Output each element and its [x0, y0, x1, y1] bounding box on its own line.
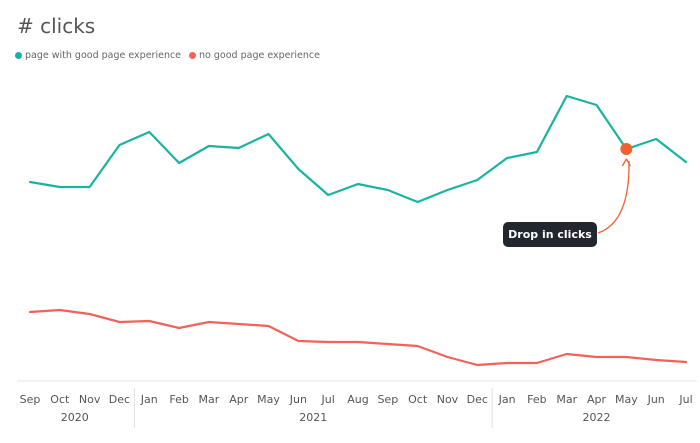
- annotation-marker: [620, 143, 633, 155]
- year-label: 2022: [583, 411, 611, 424]
- x-tick-label: Apr: [587, 393, 607, 406]
- x-tick-label: Mar: [556, 393, 577, 406]
- legend-label-no-good: no good page experience: [199, 50, 320, 61]
- legend-item-no-good[interactable]: no good page experience: [189, 50, 320, 61]
- legend-item-good[interactable]: page with good page experience: [15, 50, 181, 61]
- x-tick-label: May: [615, 393, 638, 406]
- x-tick-label: Aug: [347, 393, 368, 406]
- annotation-tooltip: Drop in clicks: [503, 222, 597, 247]
- x-tick-label: Feb: [169, 393, 188, 406]
- annotation-arrowhead: [621, 158, 631, 167]
- x-tick-label: Nov: [79, 393, 101, 406]
- series-line-0: [28, 94, 688, 204]
- annotation-arrow: [597, 160, 630, 234]
- legend-dot-good: [15, 52, 22, 59]
- x-tick-label: Mar: [199, 393, 220, 406]
- x-tick-label: Jul: [321, 393, 335, 406]
- x-tick-label: Dec: [109, 393, 130, 406]
- x-tick-label: Nov: [437, 393, 459, 406]
- year-label: 2020: [61, 411, 89, 424]
- chart-legend: page with good page experience no good p…: [15, 50, 328, 61]
- x-tick-label: Oct: [50, 393, 70, 406]
- x-tick-label: Sep: [20, 393, 41, 406]
- x-tick-label: Feb: [527, 393, 546, 406]
- x-tick-label: Jul: [678, 393, 692, 406]
- x-tick-label: Dec: [467, 393, 488, 406]
- x-tick-label: Jan: [140, 393, 158, 406]
- legend-dot-no-good: [189, 52, 197, 59]
- x-tick-label: Jun: [289, 393, 307, 406]
- x-tick-label: Jun: [647, 393, 665, 406]
- x-tick-label: May: [257, 393, 280, 406]
- chart-title: # clicks: [17, 14, 96, 38]
- x-tick-label: Sep: [377, 393, 398, 406]
- legend-label-good: page with good page experience: [25, 50, 182, 61]
- x-tick-label: Oct: [408, 393, 428, 406]
- x-tick-label: Apr: [229, 393, 249, 406]
- year-label: 2021: [299, 411, 327, 424]
- x-tick-label: Jan: [498, 393, 516, 406]
- series-line-1: [28, 308, 688, 367]
